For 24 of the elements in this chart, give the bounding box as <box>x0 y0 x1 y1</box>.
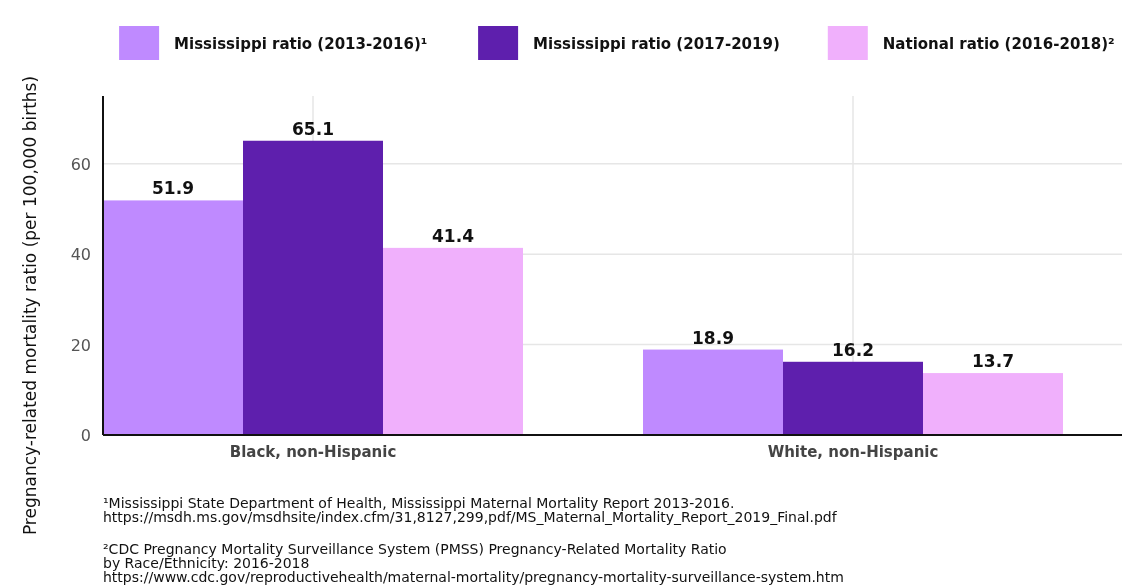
data-label: 13.7 <box>972 351 1014 372</box>
data-label: 51.9 <box>152 178 194 199</box>
bar <box>923 373 1063 435</box>
data-label: 65.1 <box>292 118 334 139</box>
data-label: 41.4 <box>432 225 475 246</box>
bar <box>643 349 783 435</box>
data-label: 16.2 <box>832 339 874 360</box>
bar <box>243 140 383 435</box>
bar <box>783 361 923 435</box>
data-label: 18.9 <box>692 327 734 348</box>
y-axis-title: Pregnancy-related mortality ratio (per 100,000 births) <box>20 75 40 536</box>
bar <box>103 200 243 435</box>
y-tick-label: 20 <box>70 335 91 355</box>
y-tick-label: 60 <box>70 154 91 174</box>
x-tick-label: Black, non-Hispanic <box>229 443 397 461</box>
legend-label: Mississippi ratio (2017-2019) <box>533 35 780 53</box>
text: ¹Mississippi State Department of Health, Mississippi Maternal Mortality Report 2013-2016. https://msdh.ms.gov/msdhsite/index.cfm/31,8127,299,pdf/MS_Maternal_Mortality_Report_2019_Final.pdf <box>103 495 838 525</box>
x-tick-label: White, non-Hispanic <box>767 443 939 461</box>
legend-label: Mississippi ratio (2013-2016)¹ <box>174 35 428 53</box>
legend-label: National ratio (2016-2018)² <box>882 35 1115 53</box>
bar <box>383 247 523 435</box>
y-tick-label: 40 <box>70 245 91 265</box>
y-tick-label: 0 <box>80 426 91 445</box>
text: ²CDC Pregnancy Mortality Surveillance System (PMSS) Pregnancy-Related Mortality Ratio by Race/Ethnicity: 2016-2018 https://www.cdc.gov/reproductivehealth/maternal-mortality/pregnancy-mortality-surveillance-system.htm <box>103 541 844 585</box>
